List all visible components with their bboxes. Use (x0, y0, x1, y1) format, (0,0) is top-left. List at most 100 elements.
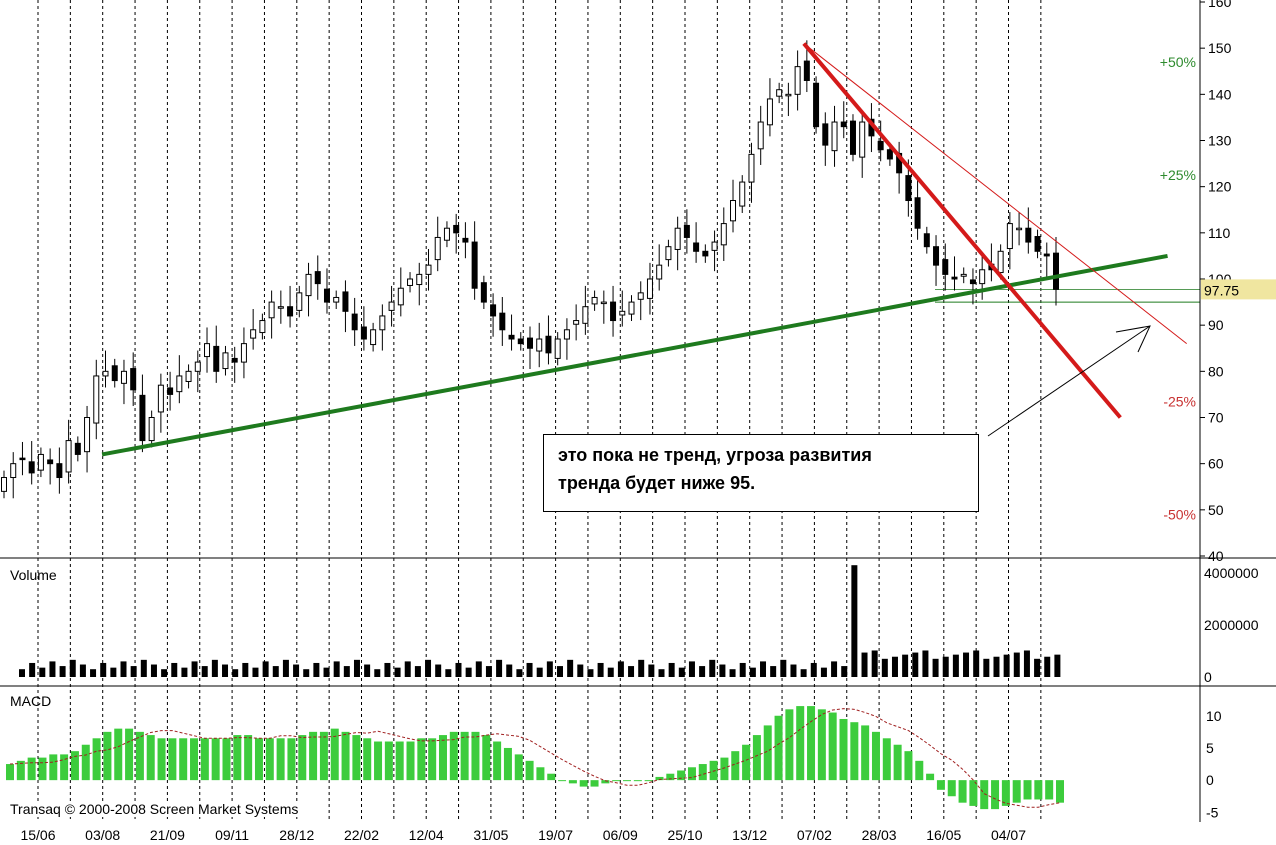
macd-bar (547, 773, 556, 781)
volume-bar (485, 666, 492, 677)
macd-bar (623, 780, 632, 782)
volume-bar (861, 652, 868, 677)
price-panel (1, 40, 1200, 499)
candle-body (720, 223, 727, 246)
macd-bar (233, 735, 242, 781)
macd-bar (904, 751, 913, 781)
macd-bar (720, 757, 729, 781)
macd-bar (438, 735, 447, 781)
candle-body (490, 304, 497, 317)
macd-bar (839, 718, 848, 781)
macd-bar (601, 780, 610, 784)
volume-bar (699, 666, 706, 677)
volume-bar (760, 661, 767, 677)
macd-bar (644, 780, 653, 782)
volume-bar (69, 659, 76, 677)
volume-bar (739, 662, 746, 677)
candle-body (600, 301, 607, 305)
candle-body (388, 301, 395, 311)
macd-bar (687, 767, 696, 781)
volume-bar (39, 667, 46, 677)
macd-bar (103, 731, 112, 781)
volume-bar (790, 664, 797, 677)
candle-body (268, 301, 275, 319)
volume-tick-label: 2000000 (1204, 617, 1259, 633)
macd-bar (6, 764, 14, 781)
annotation-box: это пока не тренд, угроза развития тренд… (543, 434, 979, 512)
x-tick-label: 07/02 (797, 827, 832, 843)
macd-bar (471, 731, 480, 781)
candle-body (305, 273, 312, 297)
grid (37, 0, 1042, 822)
x-tick-label: 13/12 (732, 827, 767, 843)
macd-bar (633, 780, 642, 782)
volume-tick-label: 0 (1204, 669, 1212, 685)
candle-body (822, 123, 829, 146)
volume-bar (638, 659, 645, 677)
macd-bar (428, 738, 437, 781)
resistance-trend-line-thin (803, 43, 1187, 345)
x-tick-label: 06/09 (603, 827, 638, 843)
candle-body (434, 236, 441, 261)
volume-bar (993, 656, 1000, 677)
candle-body (1006, 223, 1013, 250)
macd-bar (309, 731, 318, 781)
x-tick-label: 28/03 (862, 827, 897, 843)
volume-bar (303, 669, 310, 677)
candle-body (37, 453, 44, 471)
candle-body (582, 306, 589, 324)
price-tick-label: 40 (1208, 548, 1224, 564)
macd-bar (406, 741, 415, 781)
volume-bar (780, 659, 787, 677)
macd-bar (612, 780, 621, 782)
volume-bar (749, 667, 756, 677)
volume-bar (719, 664, 726, 677)
price-tick-label: 150 (1208, 40, 1232, 56)
candle-body (776, 89, 783, 97)
volume-bar (526, 662, 533, 677)
volume-bar (496, 659, 503, 677)
macd-label: MACD (10, 693, 51, 709)
volume-bar (902, 654, 909, 677)
macd-bar (915, 760, 924, 781)
candle-body (1053, 252, 1059, 290)
candle-body (563, 329, 570, 340)
price-tick-label: 50 (1208, 502, 1224, 518)
macd-tick-label: 0 (1206, 772, 1214, 788)
price-tick-label: 130 (1208, 133, 1232, 149)
macd-bar (828, 712, 837, 781)
macd-bar (1012, 780, 1021, 803)
volume-bar (140, 659, 147, 677)
macd-bar (503, 747, 512, 781)
candle-body (969, 279, 976, 285)
volume-bar (841, 666, 848, 677)
candle-body (849, 120, 856, 155)
macd-tick-label: 10 (1206, 708, 1222, 724)
candle-body (1025, 227, 1032, 243)
volume-bar (546, 661, 553, 677)
candle-body (259, 320, 266, 334)
macd-bar (449, 731, 458, 781)
candle-body (573, 320, 580, 325)
macd-bar (1056, 780, 1064, 803)
macd-bar (969, 780, 978, 806)
macd-bar (254, 738, 263, 781)
annotation-line-1: это пока не тренд, угроза развития (558, 445, 872, 465)
volume-bar (293, 664, 300, 677)
volume-bar (323, 667, 330, 677)
volume-bar (820, 667, 827, 677)
candle-body (1043, 253, 1050, 257)
x-tick-label: 12/04 (409, 827, 444, 843)
candle-body (323, 288, 330, 303)
volume-bar (729, 669, 736, 677)
macd-bar (60, 754, 69, 781)
volume-bar (353, 659, 360, 677)
volume-bar (516, 669, 523, 677)
volume-bar (211, 659, 218, 677)
macd-tick-label: 5 (1206, 740, 1214, 756)
price-tick-label: 60 (1208, 456, 1224, 472)
macd-bar (493, 741, 502, 781)
candle-body (480, 282, 487, 303)
volume-bar (49, 661, 56, 677)
candle-body (416, 273, 423, 286)
